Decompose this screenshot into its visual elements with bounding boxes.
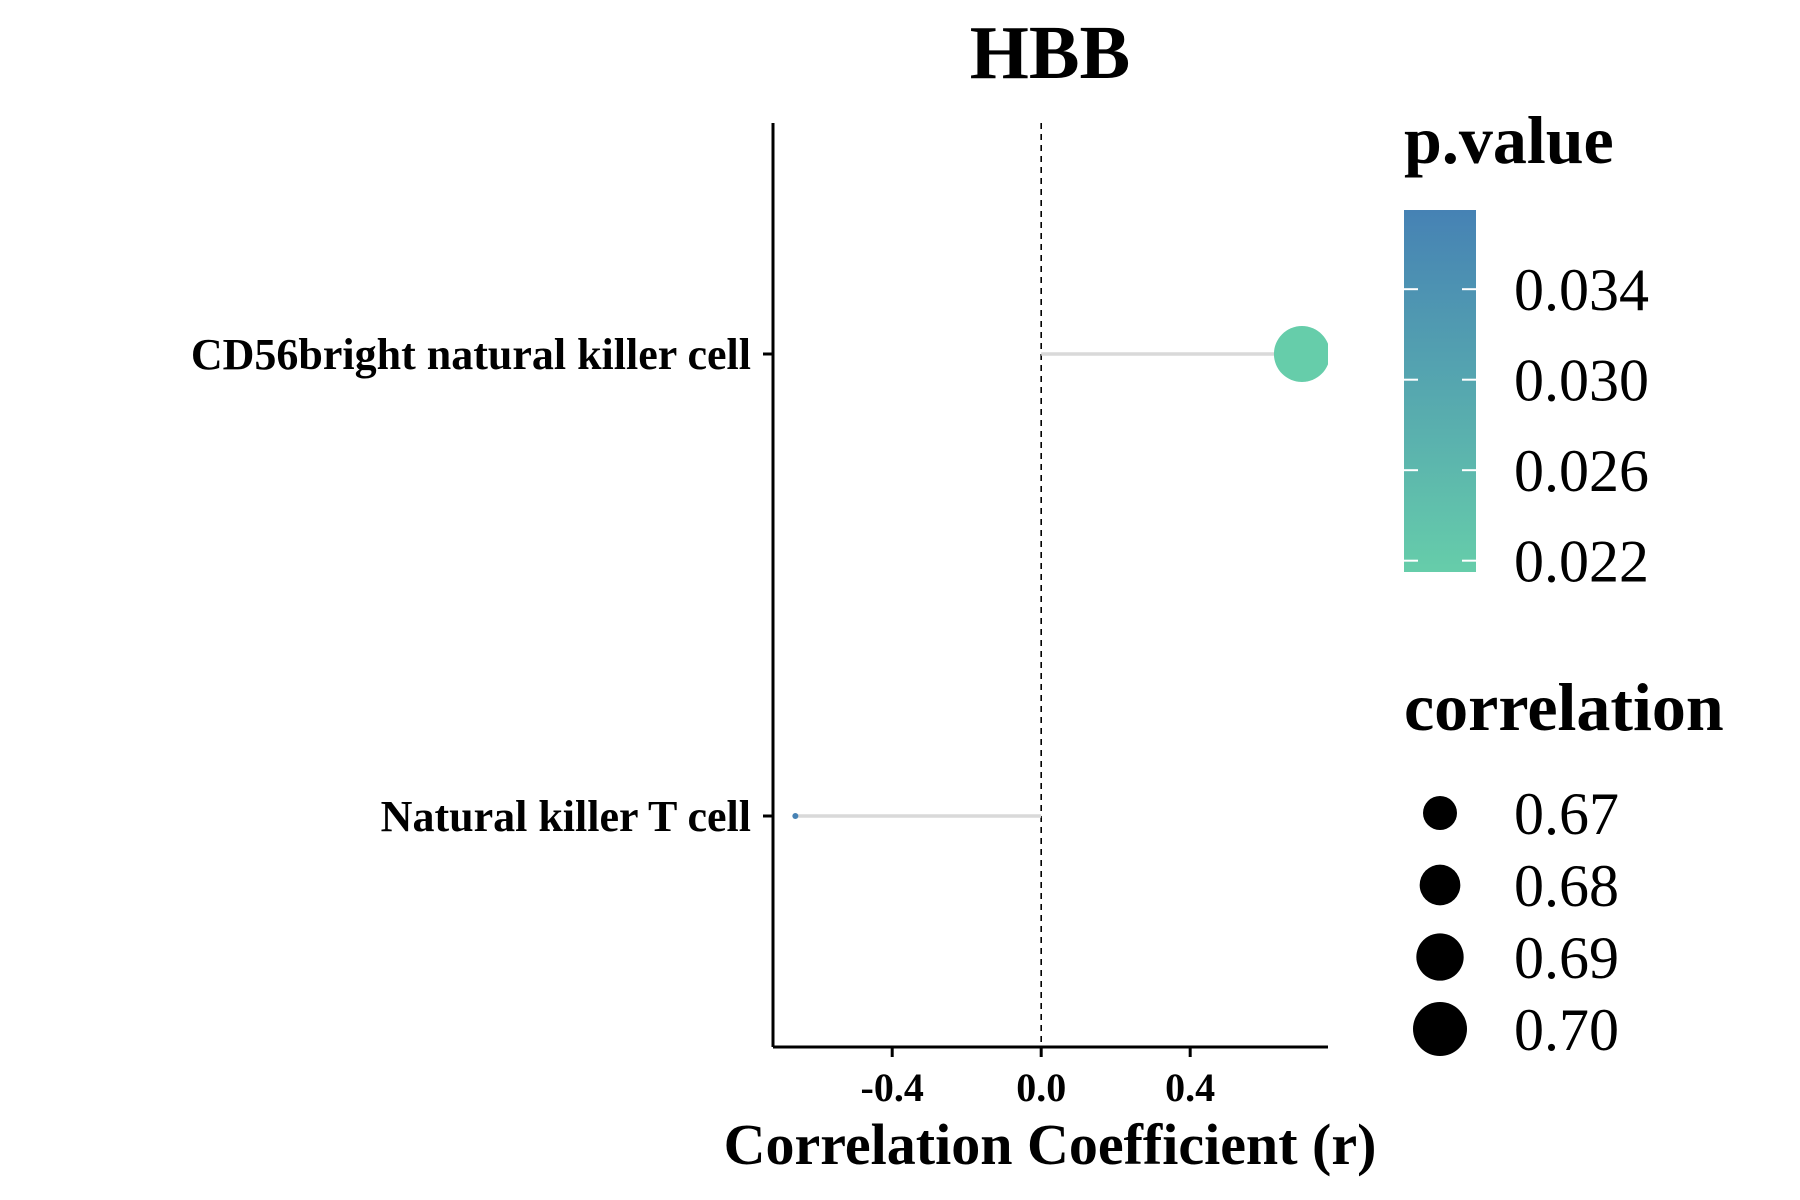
size-legend-key	[1413, 1002, 1467, 1056]
size-legend: correlation 0.670.680.690.70	[1404, 669, 1724, 1063]
size-legend-label: 0.68	[1514, 853, 1619, 919]
chart-title: HBB	[970, 11, 1131, 95]
y-tick-label: CD56bright natural killer cell	[191, 330, 751, 379]
x-tick-label: -0.4	[861, 1065, 924, 1110]
size-legend-items: 0.670.680.690.70	[1413, 781, 1619, 1063]
y-tick-label: Natural killer T cell	[381, 792, 751, 841]
lollipop-point	[1273, 326, 1328, 382]
x-tick-label: 0.0	[1016, 1065, 1066, 1110]
x-axis-label: Correlation Coefficient (r)	[724, 1112, 1377, 1177]
size-legend-label: 0.69	[1514, 925, 1619, 991]
size-legend-title: correlation	[1404, 669, 1724, 745]
size-legend-label: 0.70	[1514, 997, 1619, 1063]
lollipop-point	[792, 813, 799, 819]
color-legend-label: 0.022	[1514, 529, 1649, 595]
color-legend-title: p.value	[1404, 102, 1614, 178]
color-legend-ticks: 0.034 0.030 0.026 0.022	[1404, 257, 1649, 595]
x-tick-label: 0.4	[1165, 1065, 1215, 1110]
color-legend-label: 0.030	[1514, 348, 1649, 414]
plot-area: -0.4 0.0 0.4 CD56bright natural killer cell…	[191, 123, 1328, 1110]
size-legend-key	[1423, 796, 1457, 830]
size-legend-label: 0.67	[1514, 781, 1619, 847]
color-legend: p.value 0.034 0.030 0.026 0.022	[1404, 102, 1649, 595]
color-legend-label: 0.026	[1514, 438, 1649, 504]
size-legend-key	[1416, 933, 1464, 981]
color-legend-bar	[1404, 210, 1476, 572]
color-legend-label: 0.034	[1514, 257, 1649, 323]
size-legend-key	[1419, 864, 1461, 906]
